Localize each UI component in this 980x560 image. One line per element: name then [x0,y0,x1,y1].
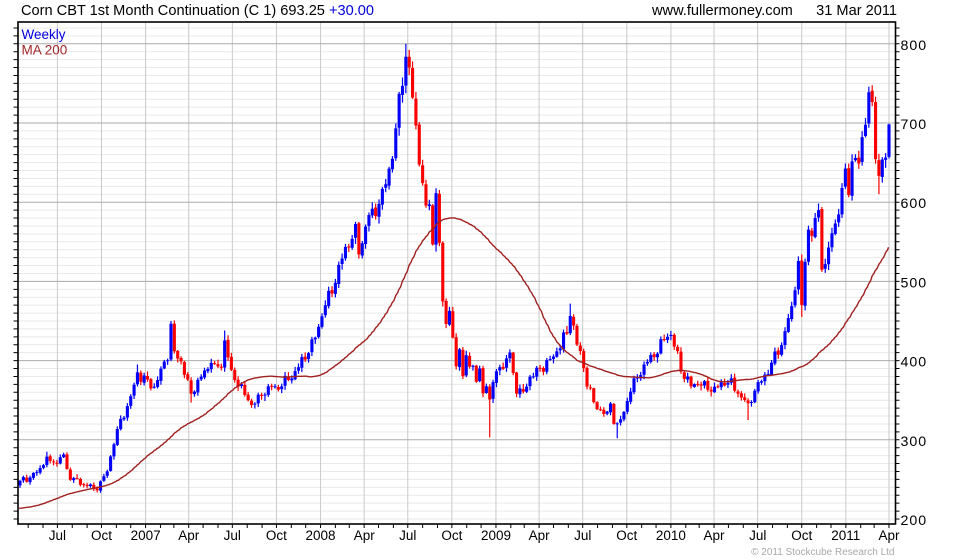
svg-text:Weekly: Weekly [22,27,66,42]
svg-text:Jul: Jul [399,528,416,543]
svg-text:700: 700 [901,117,928,133]
svg-text:31 Mar 2011: 31 Mar 2011 [816,3,897,19]
svg-text:Apr: Apr [354,528,376,543]
svg-text:Apr: Apr [703,528,725,543]
svg-text:2011: 2011 [831,528,860,543]
svg-text:Oct: Oct [616,528,637,543]
svg-text:2010: 2010 [656,528,686,543]
svg-text:800: 800 [901,38,928,54]
svg-text:Apr: Apr [529,528,551,543]
svg-text:MA 200: MA 200 [22,43,68,58]
svg-text:400: 400 [901,355,928,371]
svg-text:Corn CBT 1st Month Continuatio: Corn CBT 1st Month Continuation (C 1) 69… [21,3,374,19]
svg-text:Jul: Jul [224,528,241,543]
svg-text:600: 600 [901,196,928,212]
svg-text:Jul: Jul [49,528,66,543]
svg-text:Oct: Oct [91,528,112,543]
svg-text:500: 500 [901,275,928,291]
svg-text:2009: 2009 [481,528,511,543]
svg-text:200: 200 [901,513,928,529]
svg-text:Jul: Jul [749,528,766,543]
svg-text:Oct: Oct [266,528,287,543]
svg-text:300: 300 [901,434,928,450]
svg-text:www.fullermoney.com: www.fullermoney.com [651,3,793,19]
svg-text:2008: 2008 [305,528,335,543]
svg-text:Apr: Apr [178,528,200,543]
svg-text:© 2011 Stockcube Research Ltd: © 2011 Stockcube Research Ltd [751,547,894,558]
svg-text:Apr: Apr [878,528,900,543]
svg-text:Jul: Jul [574,528,591,543]
svg-text:2007: 2007 [131,528,161,543]
svg-text:Oct: Oct [791,528,812,543]
svg-text:Oct: Oct [441,528,462,543]
